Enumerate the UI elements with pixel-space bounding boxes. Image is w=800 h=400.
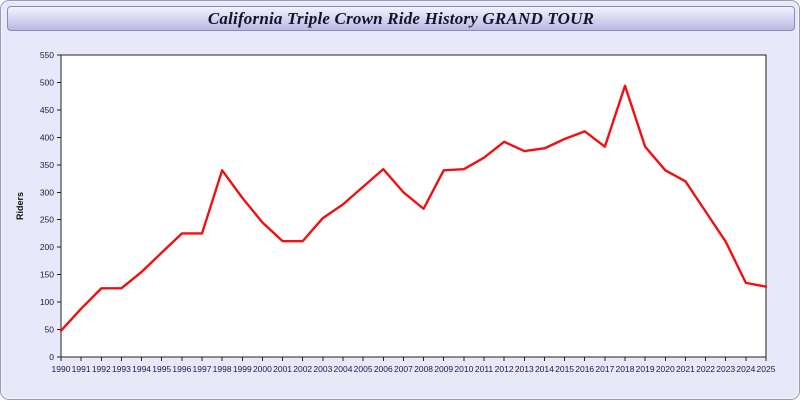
y-tick-label: 150 bbox=[40, 270, 54, 280]
x-tick-label: 1990 bbox=[52, 364, 71, 374]
y-axis-title-group: Riders bbox=[15, 192, 25, 220]
y-tick-label: 200 bbox=[40, 242, 54, 252]
x-axis-ticks: 1990 1991 1992 1993 1994 1995 1996 1997 1998 1999… bbox=[52, 357, 776, 374]
x-tick-label: 2000 bbox=[253, 364, 272, 374]
plot-background bbox=[60, 54, 767, 358]
y-tick-label: 50 bbox=[45, 325, 55, 335]
y-tick-label: 300 bbox=[40, 187, 54, 197]
y-tick-label: 250 bbox=[40, 215, 54, 225]
x-tick-label: 2021 bbox=[676, 364, 695, 374]
x-tick-label: 2018 bbox=[616, 364, 635, 374]
x-tick-label: 2004 bbox=[334, 364, 353, 374]
x-tick-label: 1999 bbox=[233, 364, 252, 374]
x-tick-label: 2006 bbox=[374, 364, 393, 374]
x-tick-label: 2007 bbox=[394, 364, 413, 374]
x-tick-label: 2019 bbox=[636, 364, 655, 374]
x-tick-label: 1991 bbox=[72, 364, 91, 374]
x-tick-label: 2010 bbox=[454, 364, 473, 374]
x-tick-label: 2022 bbox=[696, 364, 715, 374]
x-tick-label: 2017 bbox=[595, 364, 614, 374]
x-tick-label: 1996 bbox=[172, 364, 191, 374]
x-tick-label: 1998 bbox=[213, 364, 232, 374]
x-tick-label: 1992 bbox=[92, 364, 111, 374]
x-tick-label: 1995 bbox=[152, 364, 171, 374]
x-tick-label: 2014 bbox=[535, 364, 554, 374]
x-tick-label: 2013 bbox=[515, 364, 534, 374]
plot-frame-group bbox=[60, 54, 767, 358]
x-tick-label: 1993 bbox=[112, 364, 131, 374]
y-axis-title: Riders bbox=[15, 192, 25, 220]
x-tick-label: 2002 bbox=[293, 364, 312, 374]
x-tick-label: 2025 bbox=[757, 364, 776, 374]
x-tick-label: 2016 bbox=[575, 364, 594, 374]
x-tick-label: 2009 bbox=[434, 364, 453, 374]
x-tick-label: 2001 bbox=[273, 364, 292, 374]
x-tick-label: 2011 bbox=[475, 364, 494, 374]
x-tick-label: 2023 bbox=[716, 364, 735, 374]
x-tick-label: 1997 bbox=[193, 364, 212, 374]
y-tick-label: 400 bbox=[40, 132, 54, 142]
x-tick-label: 1994 bbox=[132, 364, 151, 374]
y-tick-label: 550 bbox=[40, 50, 54, 60]
y-tick-label: 100 bbox=[40, 297, 54, 307]
y-tick-label: 500 bbox=[40, 77, 54, 87]
x-tick-label: 2015 bbox=[555, 364, 574, 374]
title-bar: California Triple Crown Ride History GRA… bbox=[7, 6, 795, 31]
y-tick-label: 450 bbox=[40, 105, 54, 115]
x-tick-label: 2005 bbox=[354, 364, 373, 374]
chart-plot-area: 0 50 100 150 200 250 300 350 400 450 500 550 1990 19… bbox=[9, 37, 793, 393]
y-axis-ticks: 0 50 100 150 200 250 300 350 400 450 500 550 bbox=[40, 50, 61, 362]
x-tick-label: 2024 bbox=[736, 364, 755, 374]
series-line-riders bbox=[59, 84, 768, 332]
y-tick-label: 350 bbox=[40, 160, 54, 170]
x-tick-label: 2008 bbox=[414, 364, 433, 374]
page-title: California Triple Crown Ride History GRA… bbox=[207, 8, 595, 28]
y-tick-label: 0 bbox=[49, 352, 54, 362]
x-tick-label: 2012 bbox=[495, 364, 514, 374]
x-tick-label: 2003 bbox=[313, 364, 332, 374]
x-tick-label: 2020 bbox=[656, 364, 675, 374]
data-series-group bbox=[59, 84, 768, 332]
